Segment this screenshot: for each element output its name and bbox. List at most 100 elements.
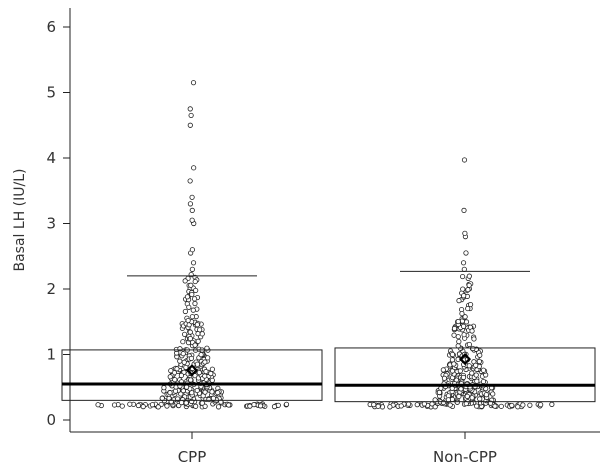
- data-point: [480, 367, 487, 373]
- data-point: [194, 322, 200, 328]
- outlier-point: [189, 266, 195, 272]
- data-point: [480, 378, 487, 385]
- data-point: [185, 317, 191, 324]
- data-point: [474, 378, 480, 384]
- data-point: [474, 403, 480, 409]
- data-point: [473, 362, 479, 368]
- data-point: [203, 368, 209, 375]
- data-point: [135, 402, 142, 409]
- data-point: [469, 370, 475, 376]
- data-point: [119, 403, 125, 409]
- data-point: [205, 355, 211, 361]
- plot-area: [61, 80, 596, 410]
- data-point: [451, 361, 457, 367]
- data-point: [371, 402, 377, 408]
- outlier-point: [187, 122, 193, 128]
- data-point: [447, 402, 453, 408]
- data-point: [466, 282, 472, 288]
- data-point: [471, 336, 477, 342]
- data-point: [429, 401, 435, 407]
- data-point: [492, 403, 498, 409]
- data-point: [440, 399, 447, 406]
- data-point: [465, 287, 471, 293]
- data-point: [195, 338, 201, 344]
- data-point: [520, 402, 526, 408]
- data-point: [459, 273, 466, 280]
- data-point: [174, 366, 180, 372]
- data-point: [460, 286, 466, 292]
- x-tick-label: CPP: [178, 448, 207, 466]
- data-point: [182, 308, 188, 315]
- data-point: [178, 372, 185, 379]
- data-point: [515, 404, 521, 410]
- data-point: [187, 335, 193, 342]
- data-point: [449, 351, 456, 358]
- data-point: [215, 390, 221, 396]
- data-point: [283, 401, 290, 407]
- outlier-point: [461, 207, 467, 213]
- y-tick-label: 2: [46, 280, 56, 298]
- data-point: [159, 395, 165, 401]
- data-point: [183, 384, 190, 390]
- data-point: [458, 386, 464, 392]
- data-point: [209, 377, 215, 383]
- y-tick-label: 5: [46, 84, 56, 102]
- data-point: [456, 339, 462, 345]
- data-point: [477, 352, 483, 358]
- data-point: [187, 329, 193, 335]
- box-group-cpp: [61, 80, 323, 410]
- outlier-point: [187, 201, 194, 207]
- data-point: [398, 403, 404, 409]
- data-point: [432, 404, 438, 410]
- data-point: [457, 368, 463, 374]
- outlier-point: [463, 250, 469, 256]
- y-tick-label: 4: [46, 149, 56, 167]
- outlier-point: [187, 178, 193, 184]
- data-point: [466, 363, 472, 369]
- data-point: [538, 402, 544, 408]
- data-point: [440, 367, 446, 373]
- data-point: [202, 373, 208, 379]
- data-point: [218, 399, 224, 405]
- y-axis: 0 1 2 3 4 5 6: [46, 18, 70, 429]
- data-point: [181, 359, 187, 365]
- x-tick-label: Non-CPP: [433, 448, 497, 466]
- data-point: [199, 400, 205, 406]
- data-point: [454, 399, 460, 405]
- outlier-point: [460, 260, 467, 266]
- outlier-point: [188, 112, 194, 119]
- data-point: [149, 402, 156, 408]
- y-tick-label: 6: [46, 18, 56, 36]
- data-point: [155, 404, 161, 410]
- data-point: [193, 403, 199, 409]
- data-point: [199, 331, 205, 337]
- iqr-box: [334, 347, 596, 403]
- data-point: [455, 343, 461, 349]
- data-point: [208, 370, 214, 377]
- data-point: [164, 403, 170, 409]
- data-point: [180, 339, 186, 345]
- data-point: [477, 396, 483, 402]
- data-point: [168, 368, 174, 374]
- outlier-point: [190, 80, 197, 86]
- data-point: [375, 403, 381, 409]
- data-point: [192, 300, 198, 307]
- data-point: [209, 389, 215, 395]
- data-point: [441, 375, 448, 381]
- data-point: [183, 364, 189, 371]
- dot-swarm: [95, 80, 290, 410]
- data-point: [189, 291, 195, 298]
- outlier-point: [189, 217, 195, 223]
- data-point: [195, 331, 201, 337]
- outlier-point: [189, 207, 195, 213]
- data-point: [466, 273, 472, 279]
- data-point: [469, 395, 475, 401]
- data-point: [483, 392, 489, 398]
- data-point: [184, 294, 191, 300]
- y-tick-label: 0: [46, 411, 56, 429]
- mean-marker: [185, 364, 199, 377]
- data-point: [198, 352, 204, 358]
- data-point: [161, 385, 167, 391]
- data-point: [455, 334, 461, 340]
- data-point: [209, 366, 215, 372]
